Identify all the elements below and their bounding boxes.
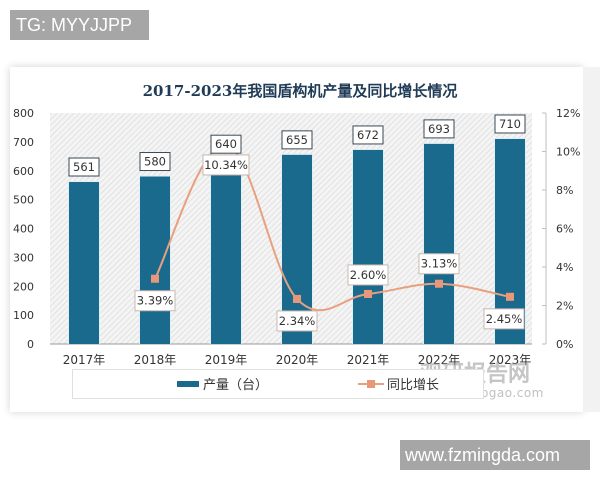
svg-text:2%: 2% [556, 300, 573, 313]
svg-text:561: 561 [73, 160, 95, 174]
svg-text:2020年: 2020年 [276, 353, 319, 367]
svg-text:2017年: 2017年 [63, 353, 106, 367]
svg-text:200: 200 [13, 280, 34, 293]
svg-text:12%: 12% [556, 107, 580, 120]
bar [353, 149, 383, 344]
svg-text:800: 800 [13, 107, 34, 120]
svg-text:693: 693 [428, 122, 450, 136]
legend-item-growth: 同比增长 [358, 374, 439, 393]
svg-text:10%: 10% [556, 146, 580, 159]
svg-text:2021年: 2021年 [347, 353, 390, 367]
bar [140, 176, 170, 344]
svg-text:2018年: 2018年 [134, 353, 177, 367]
svg-text:580: 580 [144, 155, 166, 169]
svg-text:640: 640 [215, 137, 237, 151]
line-marker-icon [358, 379, 384, 389]
svg-text:300: 300 [13, 251, 34, 264]
svg-text:2.34%: 2.34% [279, 314, 316, 328]
svg-text:672: 672 [357, 128, 379, 142]
watermark-top: TG: MYYJJPP [10, 10, 149, 40]
svg-text:2022年: 2022年 [418, 353, 461, 367]
svg-text:6%: 6% [556, 223, 573, 236]
bar [211, 159, 241, 344]
svg-text:4%: 4% [556, 261, 573, 274]
svg-text:3.39%: 3.39% [137, 294, 174, 308]
legend-label: 产量（台） [203, 378, 269, 393]
svg-text:700: 700 [13, 136, 34, 149]
right-shade [583, 67, 600, 412]
svg-text:3.13%: 3.13% [421, 257, 458, 271]
svg-text:0%: 0% [556, 338, 573, 351]
svg-text:2019年: 2019年 [205, 353, 248, 367]
svg-text:2.60%: 2.60% [350, 268, 387, 282]
svg-text:710: 710 [499, 117, 521, 131]
legend-item-production: 产量（台） [177, 374, 268, 393]
watermark-bottom: www.fzmingda.com [400, 440, 590, 470]
svg-text:100: 100 [13, 309, 34, 322]
svg-text:8%: 8% [556, 184, 573, 197]
svg-text:600: 600 [13, 165, 34, 178]
bar [69, 182, 99, 344]
svg-text:0: 0 [27, 338, 34, 351]
bar-swatch-icon [177, 380, 199, 387]
legend-label: 同比增长 [387, 378, 440, 393]
chart-legend: 产量（台） 同比增长 [72, 369, 484, 399]
svg-text:655: 655 [286, 133, 308, 147]
svg-text:10.34%: 10.34% [204, 158, 248, 172]
chart-title: 2017-2023年我国盾构机产量及同比增长情况 [142, 82, 458, 100]
svg-text:400: 400 [13, 223, 34, 236]
bar [424, 143, 454, 344]
svg-text:2.45%: 2.45% [486, 312, 523, 326]
svg-text:2023年: 2023年 [489, 353, 532, 367]
svg-text:500: 500 [13, 194, 34, 207]
